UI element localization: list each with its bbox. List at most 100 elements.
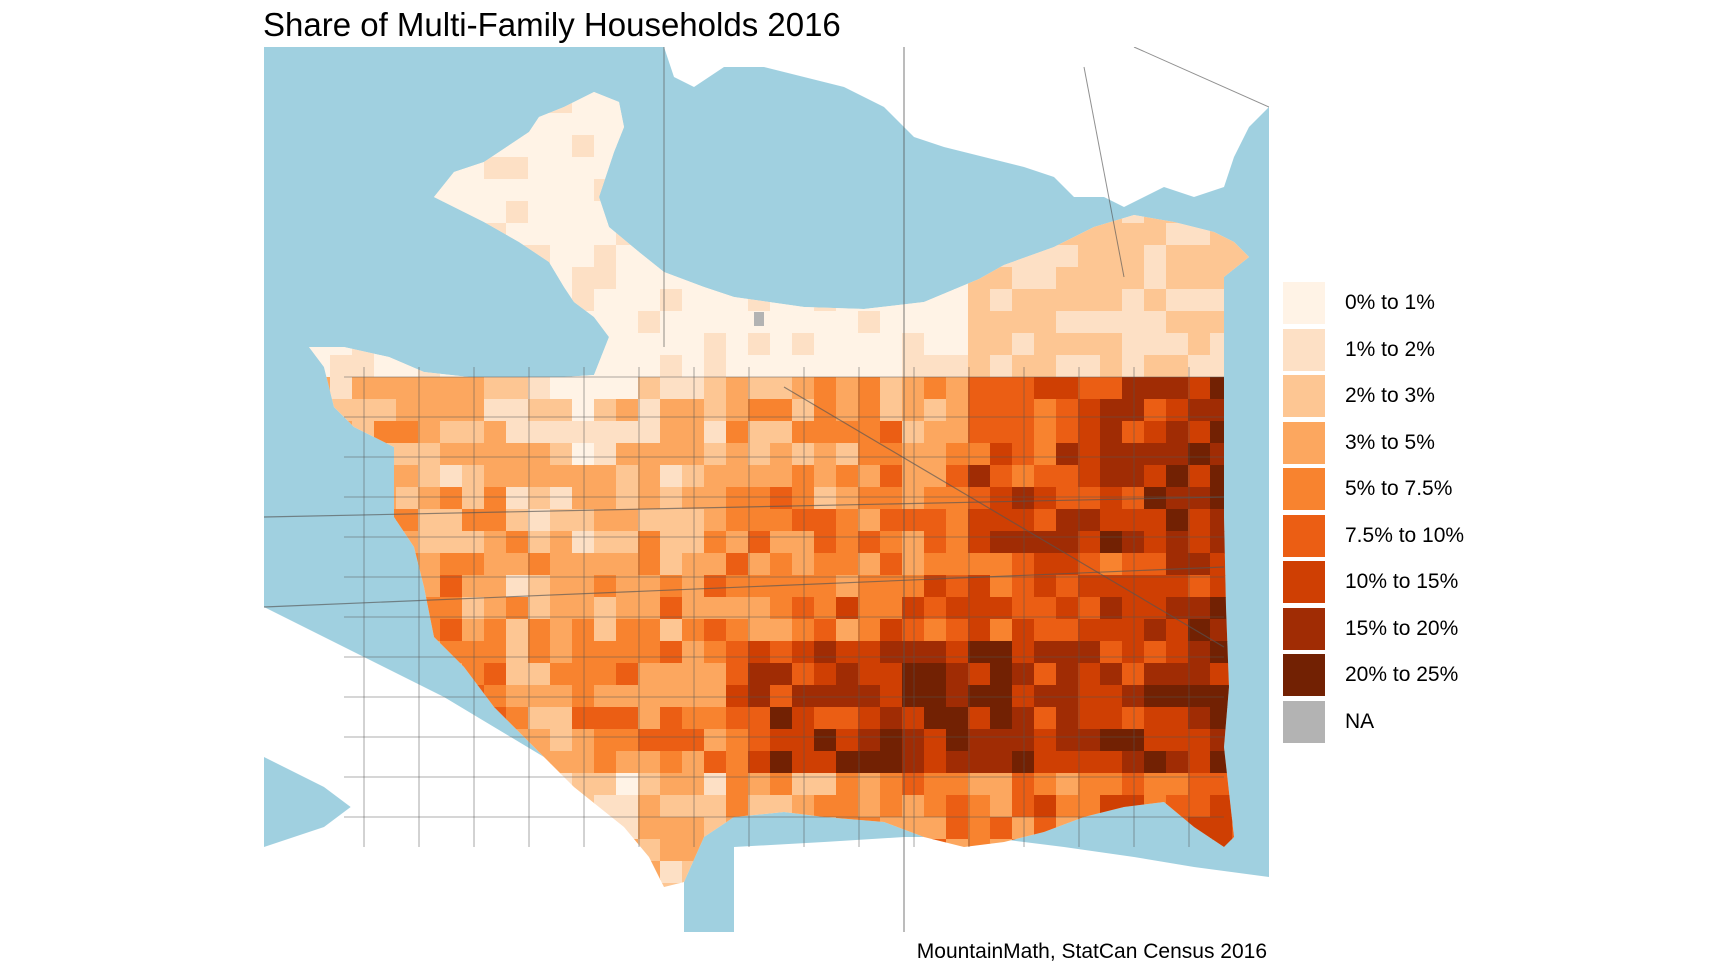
dissemination-area [1144, 773, 1167, 796]
dissemination-area [352, 355, 375, 378]
dissemination-area [968, 751, 991, 774]
dissemination-area [1188, 619, 1211, 642]
dissemination-area [1144, 311, 1167, 334]
dissemination-area [1188, 443, 1211, 466]
dissemination-area [1166, 729, 1189, 752]
dissemination-area [550, 575, 573, 598]
dissemination-area [726, 597, 749, 620]
dissemination-area [1034, 729, 1057, 752]
dissemination-area [638, 355, 661, 378]
dissemination-area [462, 399, 485, 422]
dissemination-area [572, 113, 595, 136]
dissemination-area [572, 487, 595, 510]
dissemination-area [616, 773, 639, 796]
legend-label: 3% to 5% [1345, 430, 1435, 454]
dissemination-area [1100, 531, 1123, 554]
dissemination-area [814, 773, 837, 796]
dissemination-area [550, 729, 573, 752]
dissemination-area [704, 553, 727, 576]
dissemination-area [814, 707, 837, 730]
dissemination-area [1012, 619, 1035, 642]
dissemination-area [594, 245, 617, 268]
dissemination-area [880, 553, 903, 576]
dissemination-area [440, 553, 463, 576]
dissemination-area [528, 707, 551, 730]
dissemination-area [550, 201, 573, 224]
dissemination-area [946, 399, 969, 422]
dissemination-area [638, 399, 661, 422]
road-line [264, 566, 1225, 608]
dissemination-area [616, 729, 639, 752]
dissemination-area [1144, 641, 1167, 664]
dissemination-area [616, 795, 639, 818]
dissemination-area [902, 619, 925, 642]
dissemination-area [704, 773, 727, 796]
dissemination-area [704, 751, 727, 774]
dissemination-area [990, 399, 1013, 422]
legend-label: 2% to 3% [1345, 384, 1435, 408]
dissemination-area [726, 487, 749, 510]
legend-label: 10% to 15% [1345, 570, 1459, 594]
dissemination-area [418, 421, 441, 444]
dissemination-area [440, 531, 463, 554]
dissemination-area [880, 465, 903, 488]
dissemination-area [682, 399, 705, 422]
dissemination-area [924, 487, 947, 510]
dissemination-area [638, 531, 661, 554]
dissemination-area [528, 179, 551, 202]
dissemination-area [638, 509, 661, 532]
dissemination-area [1034, 597, 1057, 620]
dissemination-area [770, 751, 793, 774]
dissemination-area [748, 685, 771, 708]
dissemination-area [726, 465, 749, 488]
dissemination-area [594, 443, 617, 466]
dissemination-area [660, 619, 683, 642]
dissemination-area [572, 399, 595, 422]
dissemination-area [792, 531, 815, 554]
dissemination-area [836, 333, 859, 356]
dissemination-area [1012, 267, 1035, 290]
dissemination-area [946, 443, 969, 466]
dissemination-area [638, 663, 661, 686]
dissemination-area [550, 157, 573, 180]
dissemination-area [1056, 619, 1079, 642]
dissemination-area [1188, 575, 1211, 598]
dissemination-area [1078, 707, 1101, 730]
dissemination-area [594, 113, 617, 136]
dissemination-area [660, 729, 683, 752]
dissemination-area [616, 663, 639, 686]
dissemination-area [836, 597, 859, 620]
dissemination-area [726, 553, 749, 576]
dissemination-area [594, 685, 617, 708]
dissemination-area [550, 487, 573, 510]
dissemination-area [1078, 289, 1101, 312]
dissemination-area [902, 685, 925, 708]
dissemination-area [990, 751, 1013, 774]
dissemination-area [638, 619, 661, 642]
dissemination-area [968, 399, 991, 422]
dissemination-area [968, 619, 991, 642]
dissemination-area [946, 289, 969, 312]
dissemination-area [748, 531, 771, 554]
dissemination-area [550, 553, 573, 576]
dissemination-area [880, 531, 903, 554]
dissemination-area [1122, 421, 1145, 444]
dissemination-area [836, 531, 859, 554]
dissemination-area [726, 619, 749, 642]
dissemination-area [792, 399, 815, 422]
dissemination-area [946, 531, 969, 554]
dissemination-area [440, 179, 463, 202]
dissemination-area [770, 729, 793, 752]
dissemination-area [1188, 597, 1211, 620]
source-caption: MountainMath, StatCan Census 2016 [916, 940, 1267, 963]
dissemination-area [682, 685, 705, 708]
dissemination-area [858, 355, 881, 378]
dissemination-area [682, 707, 705, 730]
dissemination-area [748, 333, 771, 356]
dissemination-area [880, 333, 903, 356]
dissemination-area [616, 751, 639, 774]
dissemination-area [484, 157, 507, 180]
na-area [754, 312, 764, 326]
dissemination-area [858, 751, 881, 774]
dissemination-area [1188, 399, 1211, 422]
